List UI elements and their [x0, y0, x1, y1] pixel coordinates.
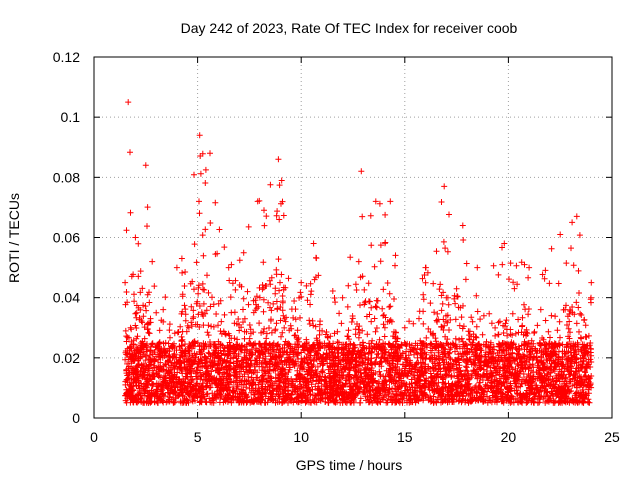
data-points: [122, 99, 595, 406]
x-tick-label: 0: [90, 429, 98, 445]
data-point-markers: [122, 99, 595, 406]
y-tick-label: 0.1: [61, 109, 81, 125]
y-tick-label: 0.08: [53, 169, 80, 185]
axes: [93, 56, 613, 419]
y-axis-label: ROTI / TECUs: [6, 193, 22, 283]
y-tick-label: 0.06: [53, 230, 80, 246]
x-tick-label: 10: [293, 429, 309, 445]
x-axis-label: GPS time / hours: [296, 457, 403, 473]
y-tick-label: 0.12: [53, 49, 80, 65]
y-tick-label: 0: [72, 410, 80, 426]
y-tick-label: 0.04: [53, 290, 80, 306]
x-tick-label: 15: [397, 429, 413, 445]
chart-title: Day 242 of 2023, Rate Of TEC Index for r…: [181, 20, 518, 36]
x-tick-label: 5: [194, 429, 202, 445]
tick-labels: 0 5 10 15 20 25 0 0.02 0.04 0.06 0.08 0.1 0.12: [53, 49, 620, 445]
x-tick-label: 25: [604, 429, 620, 445]
y-tick-label: 0.02: [53, 350, 80, 366]
x-tick-label: 20: [501, 429, 517, 445]
